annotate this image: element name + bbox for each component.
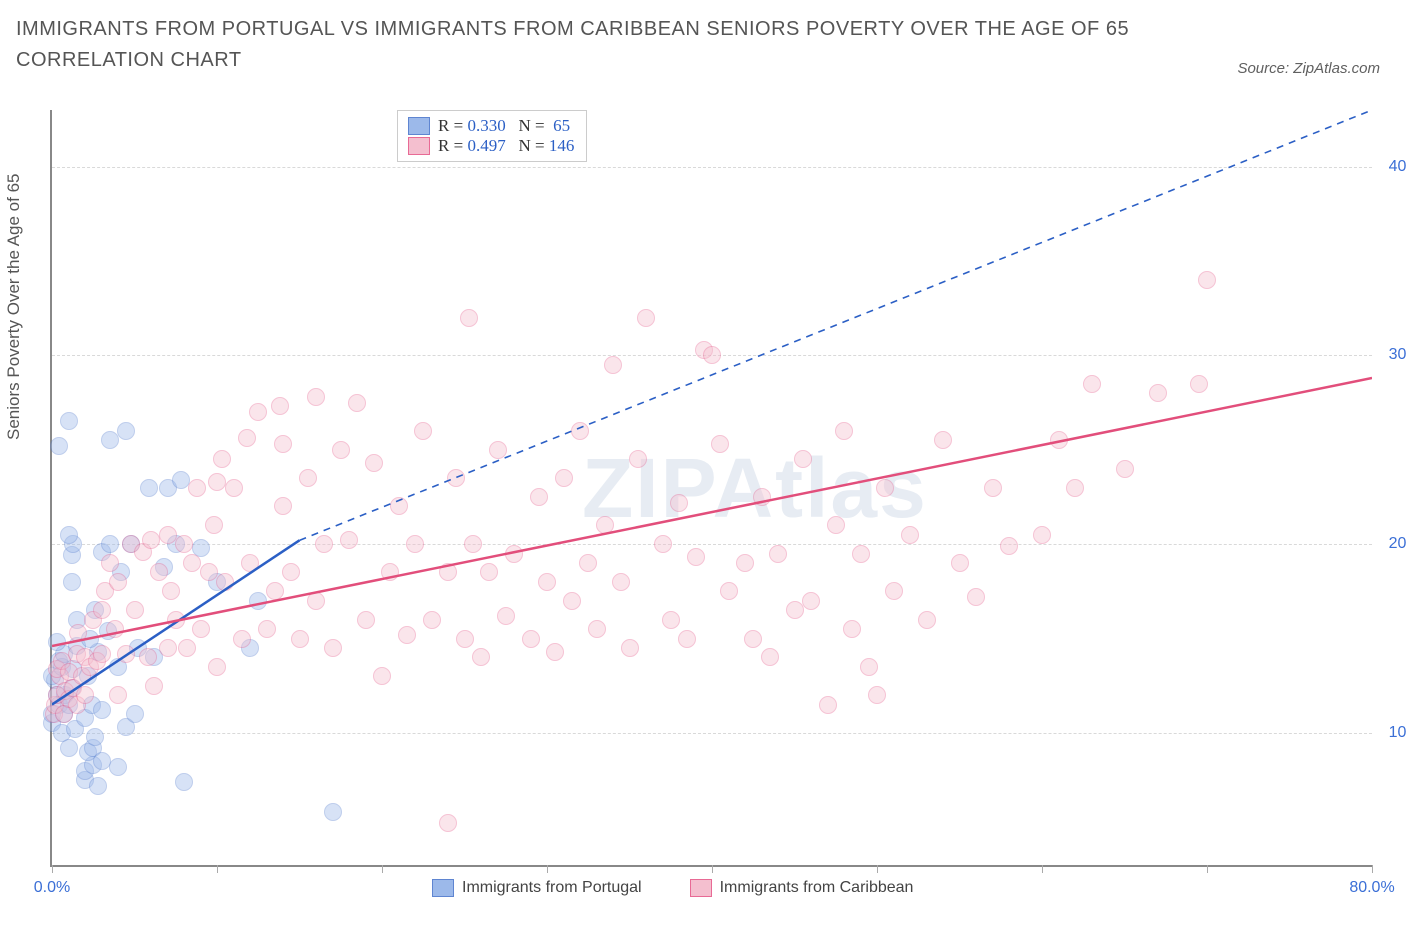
- chart-title: IMMIGRANTS FROM PORTUGAL VS IMMIGRANTS F…: [16, 14, 1186, 76]
- source-label: Source: ZipAtlas.com: [1237, 60, 1380, 77]
- trend-lines: [52, 110, 1372, 865]
- stat-text: R = 0.497 N = 146: [438, 136, 574, 156]
- y-tick-label: 40.0%: [1378, 158, 1406, 176]
- x-tick: [1207, 865, 1208, 873]
- x-tick-label: 0.0%: [34, 879, 70, 897]
- legend-label: Immigrants from Caribbean: [720, 879, 914, 897]
- x-tick: [1042, 865, 1043, 873]
- legend-swatch: [408, 137, 430, 155]
- legend-label: Immigrants from Portugal: [462, 879, 642, 897]
- x-tick: [547, 865, 548, 873]
- x-tick: [382, 865, 383, 873]
- stat-row: R = 0.330 N = 65: [408, 116, 574, 136]
- stat-text: R = 0.330 N = 65: [438, 116, 570, 136]
- x-tick: [217, 865, 218, 873]
- correlation-stats-box: R = 0.330 N = 65R = 0.497 N = 146: [397, 110, 587, 162]
- scatter-plot: ZIPAtlas 10.0%20.0%30.0%40.0%0.0%80.0%R …: [50, 110, 1372, 867]
- x-tick-label: 80.0%: [1349, 879, 1394, 897]
- y-tick-label: 30.0%: [1378, 346, 1406, 364]
- legend-swatch: [408, 117, 430, 135]
- x-tick: [877, 865, 878, 873]
- x-tick: [52, 865, 53, 873]
- stat-row: R = 0.497 N = 146: [408, 136, 574, 156]
- y-tick-label: 20.0%: [1378, 535, 1406, 553]
- legend-swatch: [690, 879, 712, 897]
- y-tick-label: 10.0%: [1378, 724, 1406, 742]
- x-tick: [1372, 865, 1373, 873]
- bottom-legend: Immigrants from Portugal Immigrants from …: [432, 879, 913, 897]
- x-tick: [712, 865, 713, 873]
- legend-swatch: [432, 879, 454, 897]
- y-axis-label: Seniors Poverty Over the Age of 65: [4, 174, 24, 440]
